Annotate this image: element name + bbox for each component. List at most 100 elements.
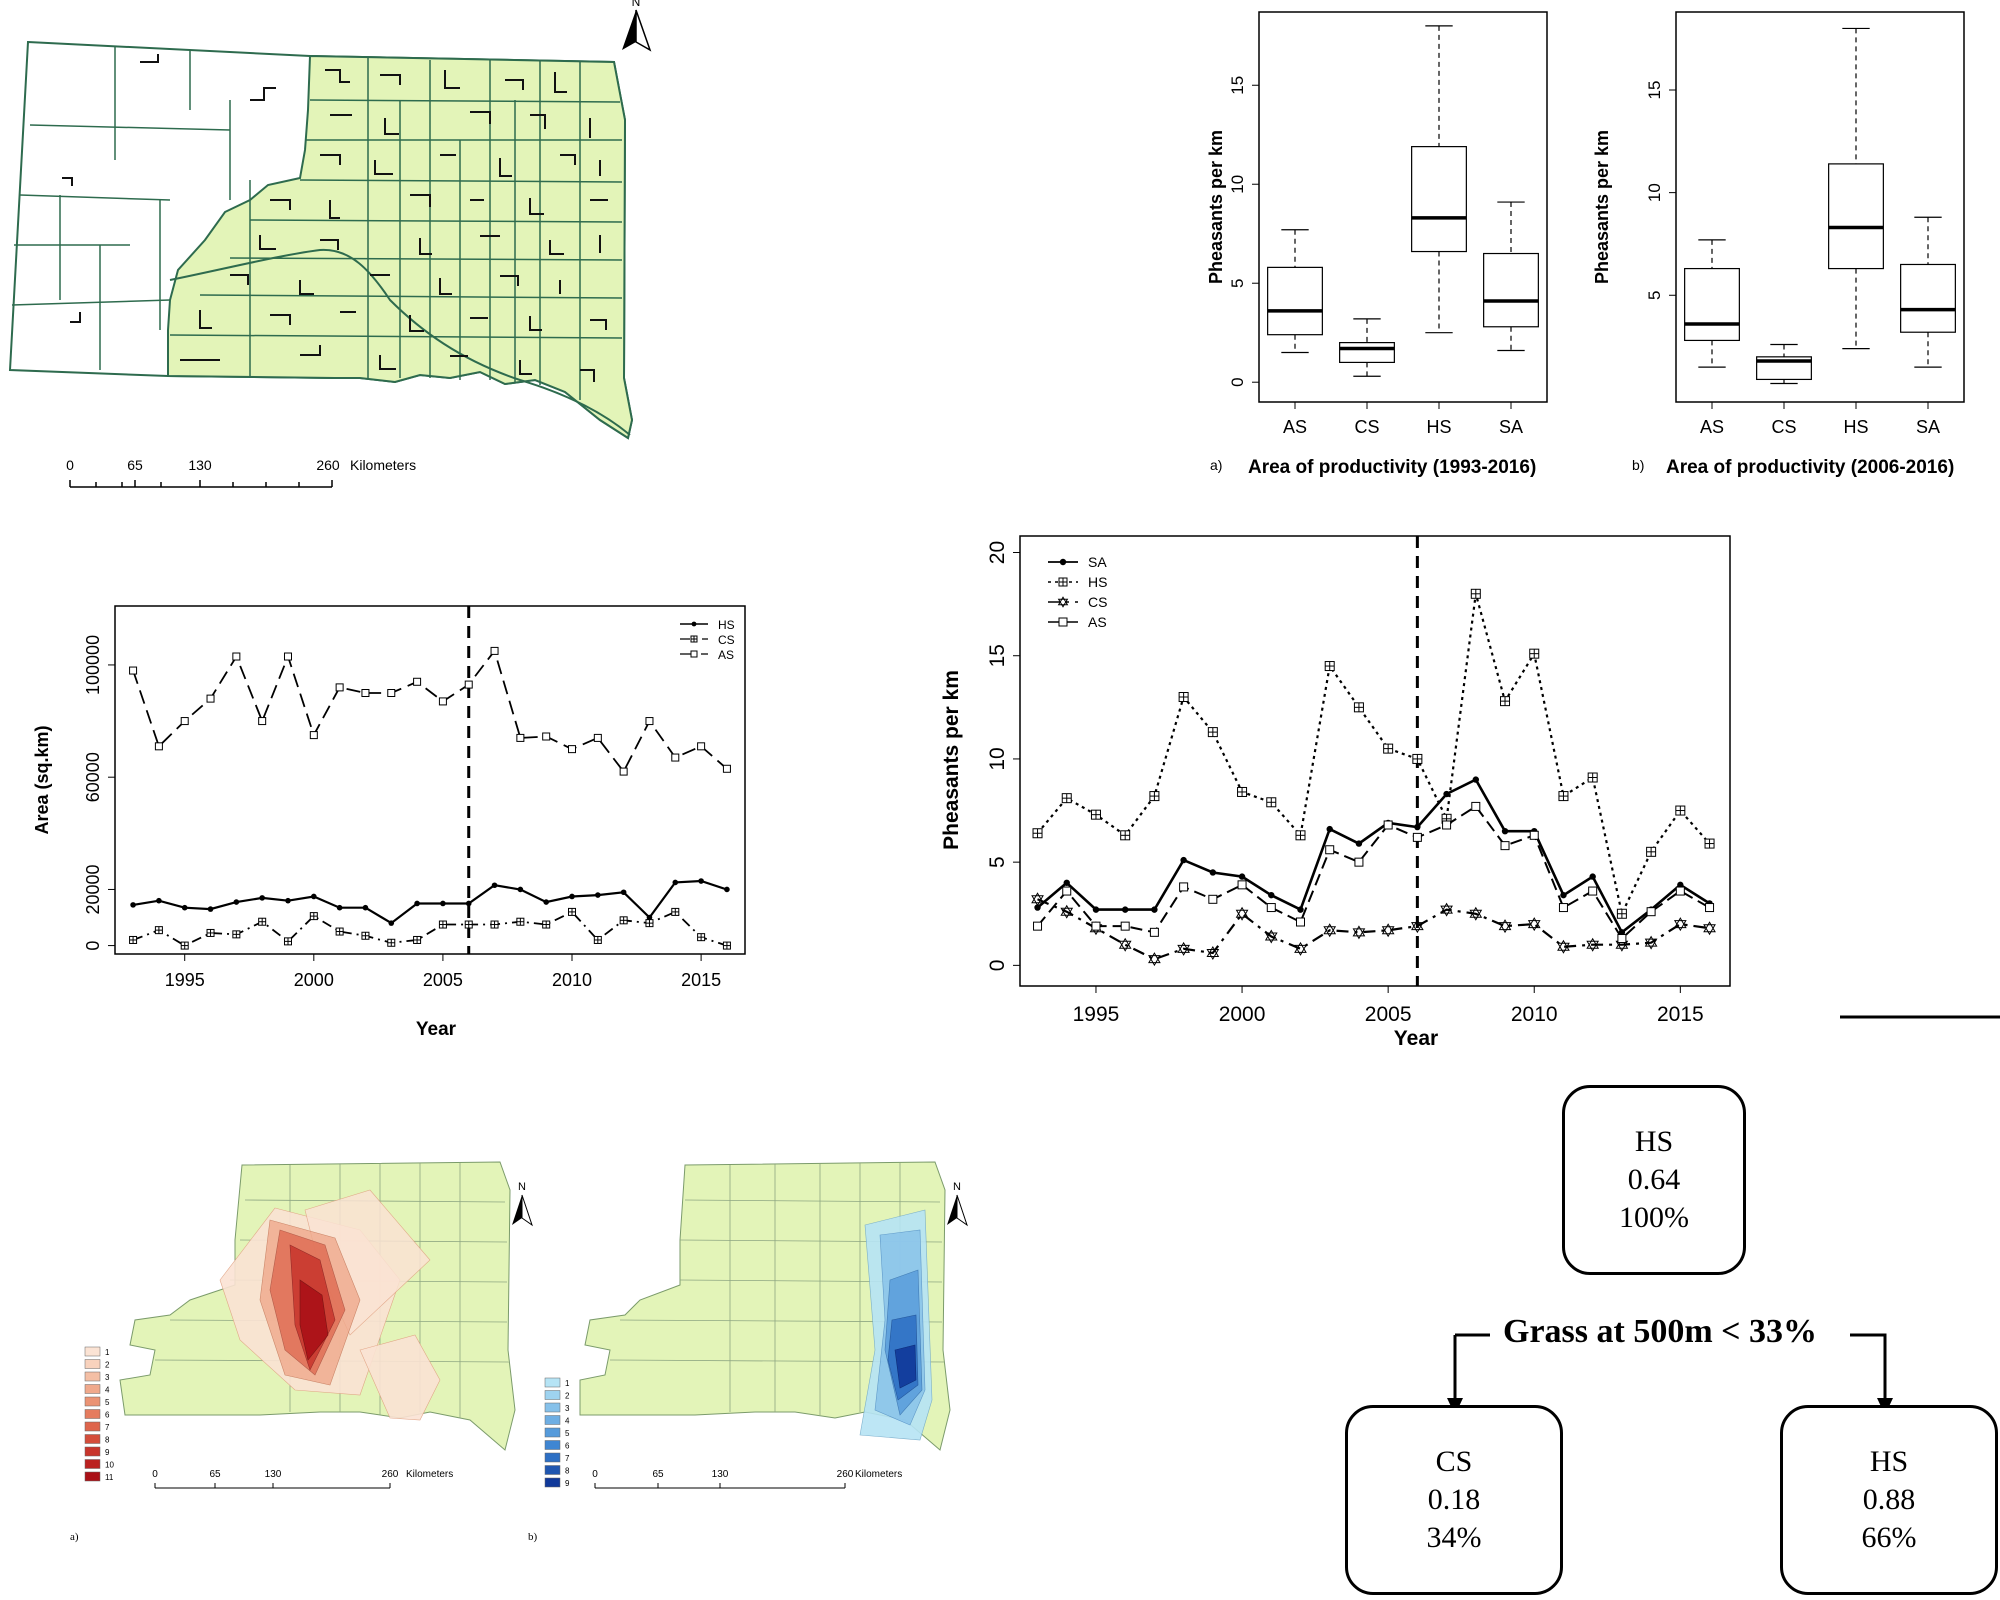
y-tick-label: 20000 [83,864,103,914]
point-marker [1118,940,1132,952]
state-shape [579,1161,951,1451]
point-marker [698,878,704,884]
point-marker [1500,841,1510,851]
x-tick-label: HS [1426,417,1451,437]
box-body [1684,267,1740,342]
legend-swatch [544,1415,561,1425]
y-axis-label: Area (sq.km) [32,725,52,834]
legend-label: HS [1088,574,1107,590]
box-CS [1339,318,1395,377]
point-marker [1410,922,1424,934]
node-percent: 34% [1426,1521,1482,1554]
legend-item: 4 [84,1384,110,1395]
point-marker [671,753,680,762]
point-marker [672,879,679,886]
legend-label: 6 [565,1442,570,1451]
legend-label: 2 [105,1361,110,1370]
legend-item: 8 [544,1465,570,1476]
point-marker [1033,921,1043,931]
point-marker [1264,932,1278,944]
plot-frame [1258,11,1548,403]
point-marker [1237,880,1247,890]
point-marker [568,745,577,754]
point-marker [1644,935,1658,947]
point-marker [1060,907,1074,919]
y-tick-label: 0 [986,960,1009,972]
point-marker [258,717,267,726]
node-percent: 66% [1861,1521,1917,1554]
node-value: 0.18 [1427,1483,1481,1516]
north-arrow-icon: N [622,0,652,52]
polygon-map-b: 1 2 3 4 5 6 7 8 9 N 0 65 130 260 Kilometers b) [528,1161,968,1543]
legend-item-HS: HS [1048,574,1107,590]
legend-item: 7 [544,1452,570,1463]
pheasant-chart-panel: 0 5 10 15 20 1995 2000 2005 2010 2015 SA HS CS AS P… [930,520,2000,1060]
tree-connectors [1447,1333,1893,1415]
point-marker [1589,873,1596,880]
scale-tick: 65 [652,1469,664,1480]
pheasant-line-chart: 0 5 10 15 20 1995 2000 2005 2010 2015 SA HS CS AS P… [940,535,2000,1050]
legend-swatch [84,1396,101,1407]
point-marker [438,697,447,706]
boxplot-b: 5 10 15 AS CS HS SA Pheasants per km b) Area … [1592,11,1965,478]
point-marker [1063,879,1070,886]
panel-label: b) [528,1531,538,1543]
point-marker [1206,945,1220,957]
legend-swatch [84,1359,101,1369]
legend-label: AS [718,648,734,662]
legend-item-AS: AS [1048,614,1107,630]
scale-tick: 0 [592,1469,598,1480]
point-marker [414,900,420,907]
point-marker [1443,790,1450,798]
legend-item: 9 [544,1477,570,1488]
point-marker [1238,873,1246,880]
point-marker [1208,894,1218,904]
point-marker [1498,922,1512,934]
tree-right-node: HS 0.88 66% [1780,1405,1998,1595]
point-marker [697,742,706,751]
point-marker [1588,886,1598,896]
plot-frame [114,605,746,955]
point-marker [335,683,344,692]
legend-item: 2 [84,1359,110,1370]
y-tick-label: 20 [986,541,1009,564]
polygon-map-b-panel: 1 2 3 4 5 6 7 8 9 N 0 65 130 260 Kilometers b) [520,1150,980,1550]
box-body [1900,263,1956,333]
legend-item: 6 [544,1440,570,1451]
legend-item-SA: SA [1048,554,1107,570]
point-marker [361,689,370,697]
point-marker [1558,903,1568,913]
point-marker [1440,905,1453,917]
point-marker [569,893,575,900]
point-marker [1294,944,1307,956]
point-marker [491,882,498,889]
point-marker [1469,909,1483,921]
point-marker [1410,919,1424,931]
tree-left-node: CS 0.18 34% [1345,1405,1563,1595]
y-axis-label: Pheasants per km [940,670,963,850]
point-marker [1091,921,1101,931]
point-marker [1472,776,1480,783]
scale-unit: Kilometers [855,1469,902,1480]
x-tick-label: SA [1499,417,1523,437]
point-marker [1414,823,1421,831]
point-marker [1442,820,1452,830]
point-marker [1151,906,1158,913]
legend-swatch [84,1459,101,1469]
point-marker [1618,929,1626,936]
plot-frame [1019,535,1731,987]
point-marker [1148,952,1161,964]
point-marker [259,895,265,901]
y-tick-label: 15 [1228,76,1247,95]
point-marker [1235,906,1249,918]
scale-tick: 260 [382,1469,399,1480]
scale-tick: 130 [712,1469,729,1480]
box-CS [1756,343,1812,385]
legend-swatch [544,1452,561,1463]
point-marker [311,893,317,900]
scale-tick: 260 [316,457,340,473]
series-AS [1033,801,1715,944]
north-label: N [518,1181,526,1193]
point-marker [1323,923,1337,935]
